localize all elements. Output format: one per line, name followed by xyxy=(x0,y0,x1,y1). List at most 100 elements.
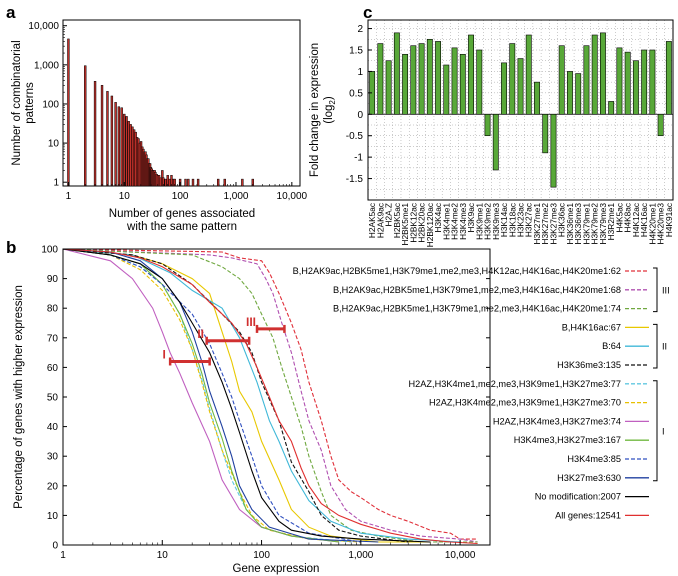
chart-c-bar xyxy=(385,60,392,115)
chart-b-legend-label: B,H2AK9ac,H2BK5me1,H3K79me1,me2,me3,H4K1… xyxy=(293,266,621,276)
chart-c-category-label: H4K12ac xyxy=(631,203,641,237)
chart-a-xtick-label: 10 xyxy=(119,191,131,202)
panel-label-b: b xyxy=(6,238,16,257)
chart-b-xtick-label: 10 xyxy=(157,550,169,561)
chart-b-series-line xyxy=(62,248,478,545)
chart-a-bar xyxy=(123,113,126,187)
chart-a-bar xyxy=(191,178,195,187)
chart-b-series-line xyxy=(62,248,409,543)
chart-c-category-label: H3K79me3 xyxy=(598,203,608,245)
chart-c-bar xyxy=(443,64,450,115)
chart-a: 1 10 100 1,000 10,000 1 10 100 1,000 10,000 Numb… xyxy=(11,19,308,233)
chart-c-bar xyxy=(418,43,425,115)
chart-b-series-line xyxy=(62,248,478,543)
chart-c-bar xyxy=(616,47,623,115)
chart-c-bar xyxy=(632,60,639,115)
chart-c-category-label: H3K79me1 xyxy=(581,203,591,245)
chart-c-ytick-label: 1 xyxy=(357,67,363,78)
chart-b-xtick-label: 10,000 xyxy=(445,550,476,561)
chart-b-ytick-label: 100 xyxy=(41,245,58,256)
chart-b-ytick-label: 70 xyxy=(47,333,59,344)
chart-c-bar xyxy=(525,34,532,115)
chart-b-legend-label: H3K36me3:135 xyxy=(557,360,621,370)
chart-a-frame xyxy=(62,19,301,187)
chart-c-category-label: H3K9ac xyxy=(466,203,476,233)
chart-c-category-label: H2A.Z xyxy=(384,203,394,227)
chart-a-bar xyxy=(223,178,226,187)
chart-c-bar xyxy=(509,43,516,115)
chart-c-category-label: H2AK5ac xyxy=(367,203,377,238)
chart-c-bar xyxy=(459,53,466,115)
chart-b-legend-label: H2AZ,H3K4me1,me2,me3,H3K9me1,H3K27me3:77 xyxy=(409,379,621,389)
chart-c-frame xyxy=(367,19,674,201)
chart-a-bar xyxy=(164,178,167,187)
chart-b-ytick-label: 20 xyxy=(47,481,59,492)
chart-c-ytick-label: 1.5 xyxy=(349,46,363,57)
chart-a-bar xyxy=(184,178,187,187)
chart-b-series-line xyxy=(62,248,379,543)
chart-b-ylabel: Percentage of genes with higher expressi… xyxy=(13,285,25,509)
chart-c-bar xyxy=(575,73,582,115)
chart-a-xtick-label: 10,000 xyxy=(277,191,308,202)
chart-c-bar xyxy=(657,113,664,137)
chart-a-xtick-label: 1,000 xyxy=(223,191,248,202)
chart-c-bar xyxy=(534,81,540,115)
chart-c-bar xyxy=(501,62,507,115)
chart-b-group-bracket xyxy=(653,267,658,313)
chart-c: -1.5-1-0.500.511.52 H2AK5acH2AK9acH2A.ZH… xyxy=(309,19,674,247)
chart-b-xlabel: Gene expression xyxy=(233,563,320,575)
chart-c-ytick-label: 0 xyxy=(357,110,363,121)
chart-a-bar xyxy=(125,116,128,187)
chart-b-legend-label: H3K4me3,H3K27me3:167 xyxy=(514,435,621,445)
chart-c-bar xyxy=(583,45,590,115)
chart-c-bar xyxy=(435,41,442,115)
chart-c-ytick-label: 2 xyxy=(357,24,363,35)
chart-b-range-label: III xyxy=(246,315,256,329)
chart-c-category-label: H3K27ac xyxy=(524,203,534,237)
chart-b-group-label: III xyxy=(662,285,670,295)
chart-b-legend-label: H2AZ,H3K4me2,me3,H3K9me1,H3K27me3:70 xyxy=(429,398,621,408)
chart-a-ytick-label: 10 xyxy=(48,139,60,150)
chart-b-legend-label: H3K27me3:630 xyxy=(557,473,621,483)
chart-c-ytick-label: -1 xyxy=(354,153,363,164)
chart-a-xlabel-line1: Number of genes associated xyxy=(109,208,255,220)
chart-b-legend-label: H3K4me3:85 xyxy=(567,454,621,464)
chart-c-category-label: H3K4me3 xyxy=(458,203,468,240)
chart-c-bar xyxy=(402,53,409,115)
chart-b-group-label: II xyxy=(662,342,667,352)
chart-c-bar xyxy=(410,45,417,115)
chart-c-category-label: H3K18ac xyxy=(507,203,517,237)
chart-c-bar xyxy=(567,71,573,115)
chart-c-bar xyxy=(492,113,499,171)
chart-b-series-line xyxy=(62,248,431,543)
chart-c-ylabel-line1: Fold change in expression xyxy=(309,43,321,177)
chart-c-bar xyxy=(377,43,384,115)
chart-a-bar xyxy=(67,38,70,187)
chart-a-bar xyxy=(110,95,114,187)
chart-c-category-label: H3K27me1 xyxy=(532,203,542,245)
chart-b-ytick-label: 30 xyxy=(47,452,59,463)
chart-b-ytick-label: 0 xyxy=(52,541,58,552)
chart-c-ylabel-log: (log xyxy=(323,105,335,124)
chart-c-bar xyxy=(542,113,549,154)
chart-a-bar xyxy=(216,178,220,187)
chart-a-bar xyxy=(114,102,117,187)
chart-a-bar xyxy=(84,65,87,187)
chart-a-ylabel-line2: patterns xyxy=(24,82,36,124)
chart-b-range-label: I xyxy=(162,347,165,361)
chart-c-category-label: H3K27me2 xyxy=(540,203,550,245)
chart-c-bar xyxy=(649,49,656,115)
chart-a-xtick-label: 1 xyxy=(66,191,72,202)
chart-c-ytick-label: 0.5 xyxy=(349,88,363,99)
chart-c-bar xyxy=(517,58,524,115)
chart-c-category-label: H4K16ac xyxy=(639,203,649,237)
chart-a-bar xyxy=(117,106,121,187)
chart-c-ytick-label: -1.5 xyxy=(346,174,364,185)
chart-a-ytick-label: 100 xyxy=(42,99,59,110)
chart-b-series-line xyxy=(62,248,461,543)
chart-a-xtick-label: 100 xyxy=(172,191,189,202)
chart-c-category-label: H2BK5me1 xyxy=(400,203,410,246)
chart-c-bar xyxy=(426,38,433,115)
chart-b-legend-label: B:64 xyxy=(602,341,621,351)
